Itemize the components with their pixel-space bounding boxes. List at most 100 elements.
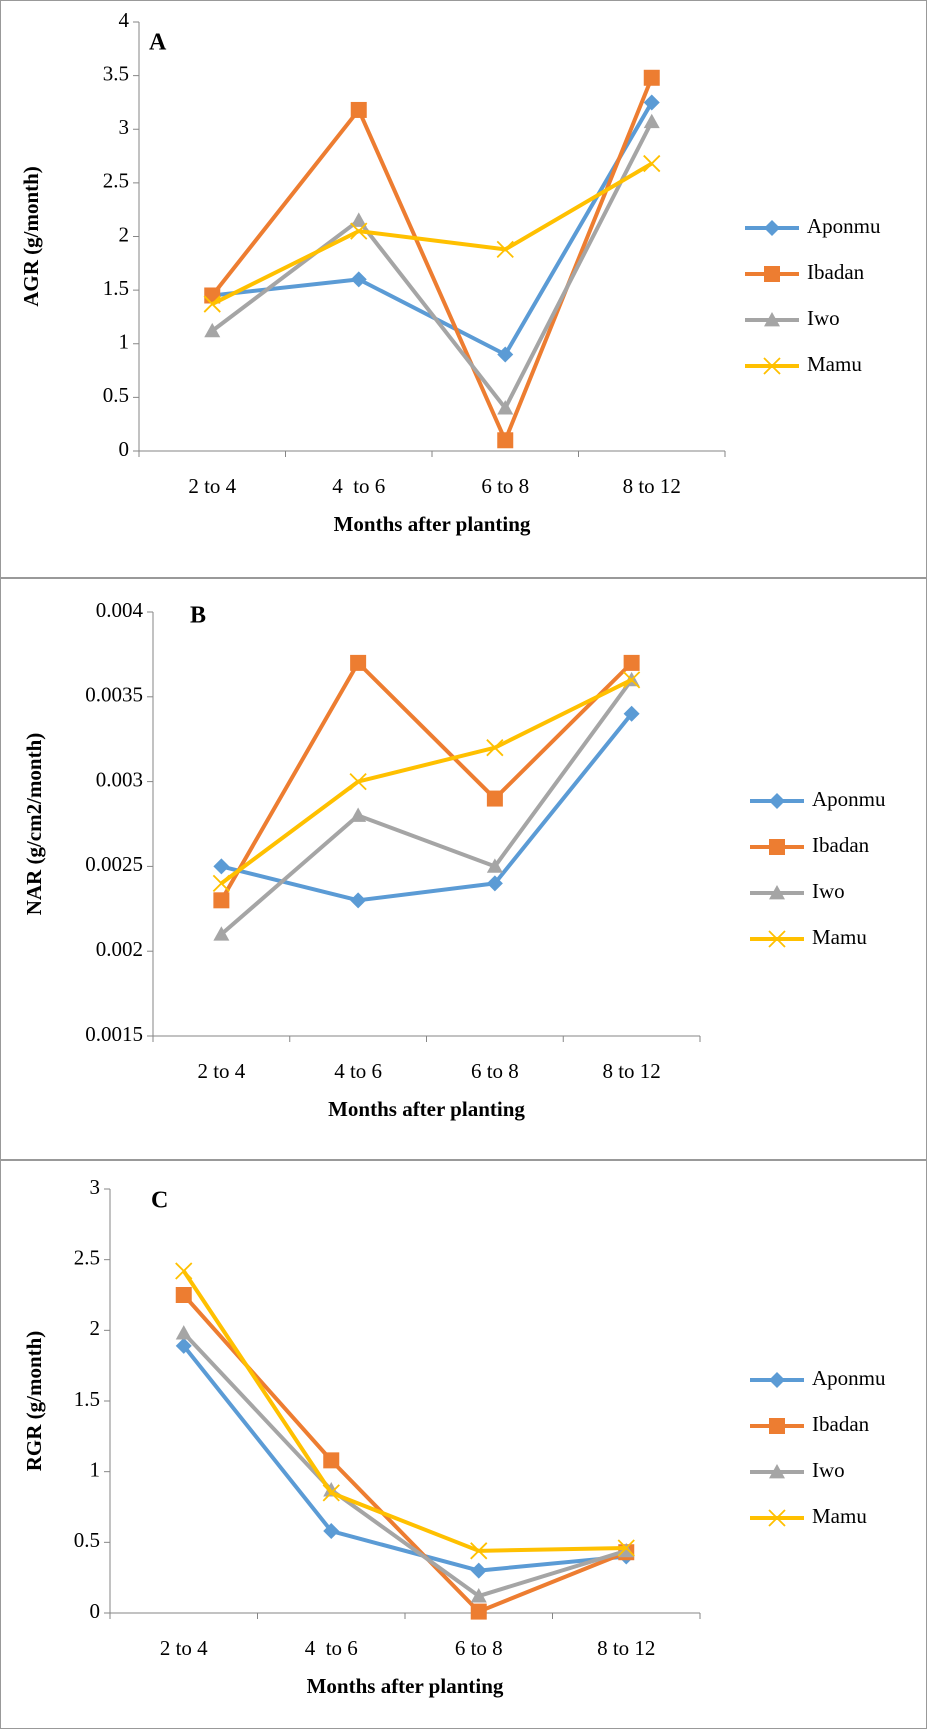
marker <box>323 1523 340 1540</box>
marker <box>769 885 785 900</box>
legend-label: Iwo <box>812 879 845 903</box>
legend-label: Ibadan <box>807 260 865 284</box>
y-tick-label: 2 <box>119 222 130 246</box>
y-tick-label: 2 <box>90 1316 101 1340</box>
marker <box>643 154 661 173</box>
marker <box>175 1287 192 1303</box>
marker <box>486 858 503 873</box>
y-tick-label: 0 <box>90 1599 101 1623</box>
y-tick-label: 3 <box>119 115 130 139</box>
marker <box>623 705 640 722</box>
panel-label: A <box>149 30 167 56</box>
x-tick-label: 2 to 4 <box>188 474 236 498</box>
marker <box>768 1509 786 1527</box>
y-tick-label: 2.5 <box>74 1245 100 1269</box>
y-tick-label: 0.0025 <box>85 852 143 876</box>
marker <box>497 346 514 363</box>
marker <box>768 930 786 948</box>
marker <box>497 432 514 449</box>
series-line <box>211 161 653 306</box>
legend-label: Aponmu <box>812 787 886 811</box>
marker <box>763 357 781 375</box>
marker <box>470 1588 487 1603</box>
marker <box>323 1452 340 1469</box>
series-line <box>182 1331 627 1599</box>
marker <box>349 772 367 791</box>
series-line <box>219 660 634 902</box>
x-tick-label: 6 to 8 <box>455 1636 503 1660</box>
marker <box>769 1418 785 1434</box>
marker <box>617 1539 635 1557</box>
x-axis-title: Months after planting <box>328 1097 525 1121</box>
y-tick-label: 4 <box>119 8 130 32</box>
x-tick-label: 4 to 6 <box>334 1059 382 1083</box>
x-tick-label: 2 to 4 <box>160 1636 208 1660</box>
series-line <box>210 77 654 443</box>
x-tick-label: 4 to 6 <box>305 1636 358 1660</box>
panel-label: B <box>190 603 206 629</box>
y-tick-label: 0.004 <box>96 598 144 622</box>
marker <box>764 312 780 327</box>
series-line <box>211 120 654 411</box>
y-axis-title: AGR (g/month) <box>19 166 43 307</box>
marker <box>350 212 367 227</box>
marker <box>350 271 367 288</box>
marker <box>470 1562 487 1579</box>
marker <box>213 926 230 941</box>
y-tick-label: 0.5 <box>74 1528 100 1552</box>
x-tick-label: 6 to 8 <box>471 1059 519 1083</box>
x-axis-title: Months after planting <box>307 1674 504 1698</box>
marker <box>618 1542 635 1558</box>
x-tick-label: 2 to 4 <box>197 1059 245 1083</box>
marker <box>470 1603 487 1620</box>
chart: 0 0.5 1 1.5 2 2.5 3 3.5 4 2 to 4 4 to 6 6 to 8 8 to … <box>19 8 881 536</box>
y-tick-label: 0.0015 <box>85 1022 143 1046</box>
chart: 0.0015 0.002 0.0025 0.003 0.0035 0.004 2 to 4 4… <box>22 598 886 1121</box>
marker <box>622 671 641 689</box>
marker <box>213 858 230 875</box>
marker <box>623 654 640 671</box>
x-tick-label: 4 to 6 <box>332 474 385 498</box>
y-tick-label: 3.5 <box>103 61 129 85</box>
marker <box>496 240 514 259</box>
series-line <box>182 1293 627 1614</box>
x-tick-label: 8 to 12 <box>597 1636 655 1660</box>
marker <box>322 1484 340 1502</box>
marker <box>350 222 368 240</box>
marker <box>175 1262 193 1280</box>
marker <box>213 892 230 909</box>
y-tick-label: 1 <box>90 1457 101 1481</box>
chart: 0 0.5 1 1.5 2 2.5 3 2 to 4 4 to 6 6 to 8 8 to 12 Mo… <box>22 1175 886 1698</box>
marker <box>764 220 780 236</box>
marker <box>486 739 504 757</box>
marker <box>486 875 503 892</box>
y-tick-label: 2.5 <box>103 169 129 193</box>
y-tick-label: 1 <box>119 330 130 354</box>
y-axis-title: NAR (g/cm2/month) <box>22 733 46 916</box>
marker <box>350 807 367 822</box>
series-line <box>220 712 634 903</box>
x-tick-label: 8 to 12 <box>623 474 681 498</box>
y-tick-label: 0.0035 <box>85 683 143 707</box>
series-line <box>182 1344 627 1573</box>
marker <box>643 94 660 111</box>
legend-label: Ibadan <box>812 1412 870 1436</box>
marker <box>212 874 231 892</box>
series-line <box>220 678 633 885</box>
panel-label: C <box>151 1188 168 1214</box>
marker <box>769 1464 785 1479</box>
x-tick-label: 6 to 8 <box>481 474 529 498</box>
y-tick-label: 1.5 <box>103 276 129 300</box>
legend-label: Mamu <box>812 925 867 949</box>
marker <box>204 322 221 338</box>
legend-label: Iwo <box>812 1458 845 1482</box>
marker <box>643 69 660 86</box>
legend-label: Ibadan <box>812 833 870 857</box>
marker <box>643 113 660 129</box>
marker <box>497 400 514 415</box>
marker <box>175 1337 192 1354</box>
y-tick-label: 0 <box>119 437 130 461</box>
marker <box>470 1542 488 1560</box>
marker <box>350 654 367 671</box>
